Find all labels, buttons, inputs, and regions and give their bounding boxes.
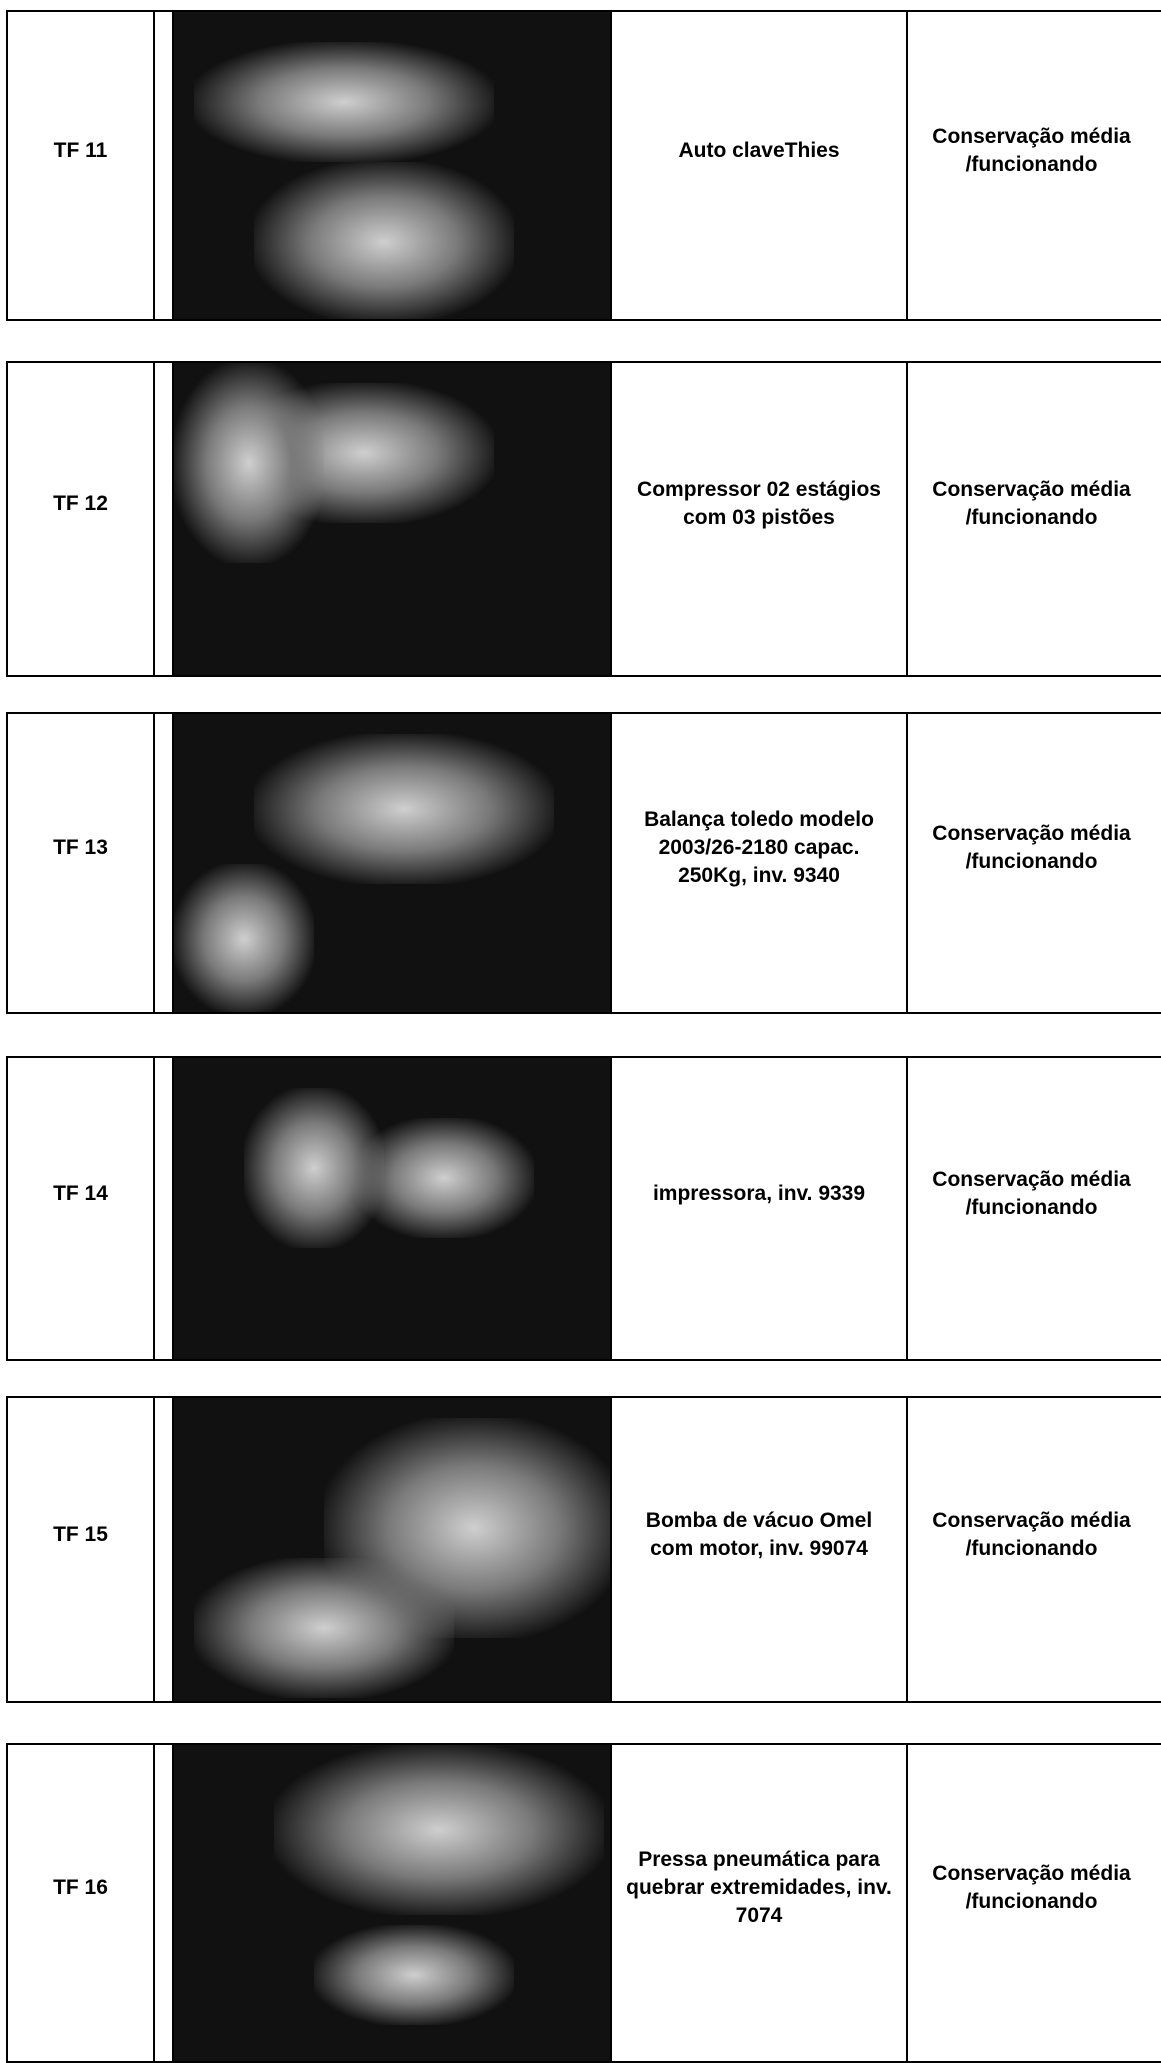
photo-highlight bbox=[194, 1558, 454, 1698]
photo-highlight bbox=[174, 363, 324, 563]
photo-highlight bbox=[254, 734, 554, 884]
equipment-photo bbox=[172, 1398, 610, 1701]
spacer bbox=[155, 714, 172, 1012]
spacer bbox=[155, 12, 172, 319]
item-condition: Conservação média /funcionando bbox=[932, 124, 1131, 176]
item-description: Auto claveThies bbox=[610, 12, 908, 319]
table-row: TF 16 Pressa pneumática para quebrar extr… bbox=[6, 1743, 1161, 2063]
item-description: impressora, inv. 9339 bbox=[610, 1058, 908, 1359]
equipment-photo bbox=[172, 12, 610, 319]
item-condition: Conservação média /funcionando bbox=[932, 1862, 1131, 1913]
spacer bbox=[155, 1058, 172, 1359]
item-description: Bomba de vácuo Omel com motor, inv. 9907… bbox=[610, 1398, 908, 1701]
table-row: TF 15 Bomba de vácuo Omel com motor, inv.… bbox=[6, 1396, 1161, 1703]
photo-highlight bbox=[314, 1925, 514, 2025]
item-id: TF 12 bbox=[8, 363, 155, 675]
item-condition: Conservação média /funcionando bbox=[932, 478, 1131, 529]
photo-highlight bbox=[194, 42, 494, 162]
photo-highlight bbox=[174, 864, 314, 1012]
item-id: TF 13 bbox=[8, 714, 155, 1012]
table-row: TF 13 Balança toledo modelo 2003/26-2180 … bbox=[6, 712, 1161, 1014]
item-condition: Conservação média /funcionando bbox=[932, 1167, 1131, 1219]
item-id: TF 14 bbox=[8, 1058, 155, 1359]
item-description: Compressor 02 estágios com 03 pistões bbox=[610, 363, 908, 675]
item-id: TF 11 bbox=[8, 12, 155, 319]
item-id: TF 16 bbox=[8, 1745, 155, 2061]
photo-highlight bbox=[254, 162, 514, 319]
photo-highlight bbox=[274, 1745, 604, 1915]
equipment-photo bbox=[172, 1745, 610, 2061]
table-row: TF 12 Compressor 02 estágios com 03 pistõ… bbox=[6, 361, 1161, 677]
item-description: Pressa pneumática para quebrar extremida… bbox=[610, 1745, 908, 2061]
item-description: Balança toledo modelo 2003/26-2180 capac… bbox=[610, 714, 908, 1012]
equipment-photo bbox=[172, 714, 610, 1012]
spacer bbox=[155, 363, 172, 675]
item-condition: Conservação média /funcionando bbox=[932, 822, 1131, 873]
equipment-photo bbox=[172, 363, 610, 675]
item-id: TF 15 bbox=[8, 1398, 155, 1701]
photo-highlight bbox=[354, 1118, 534, 1238]
spacer bbox=[155, 1398, 172, 1701]
item-condition: Conservação média /funcionando bbox=[932, 1508, 1131, 1560]
table-row: TF 14 impressora, inv. 9339 Conservação mé… bbox=[6, 1056, 1161, 1361]
equipment-photo bbox=[172, 1058, 610, 1359]
spacer bbox=[155, 1745, 172, 2061]
table-row: TF 11 Auto claveThies Conservação média /f… bbox=[6, 10, 1161, 321]
